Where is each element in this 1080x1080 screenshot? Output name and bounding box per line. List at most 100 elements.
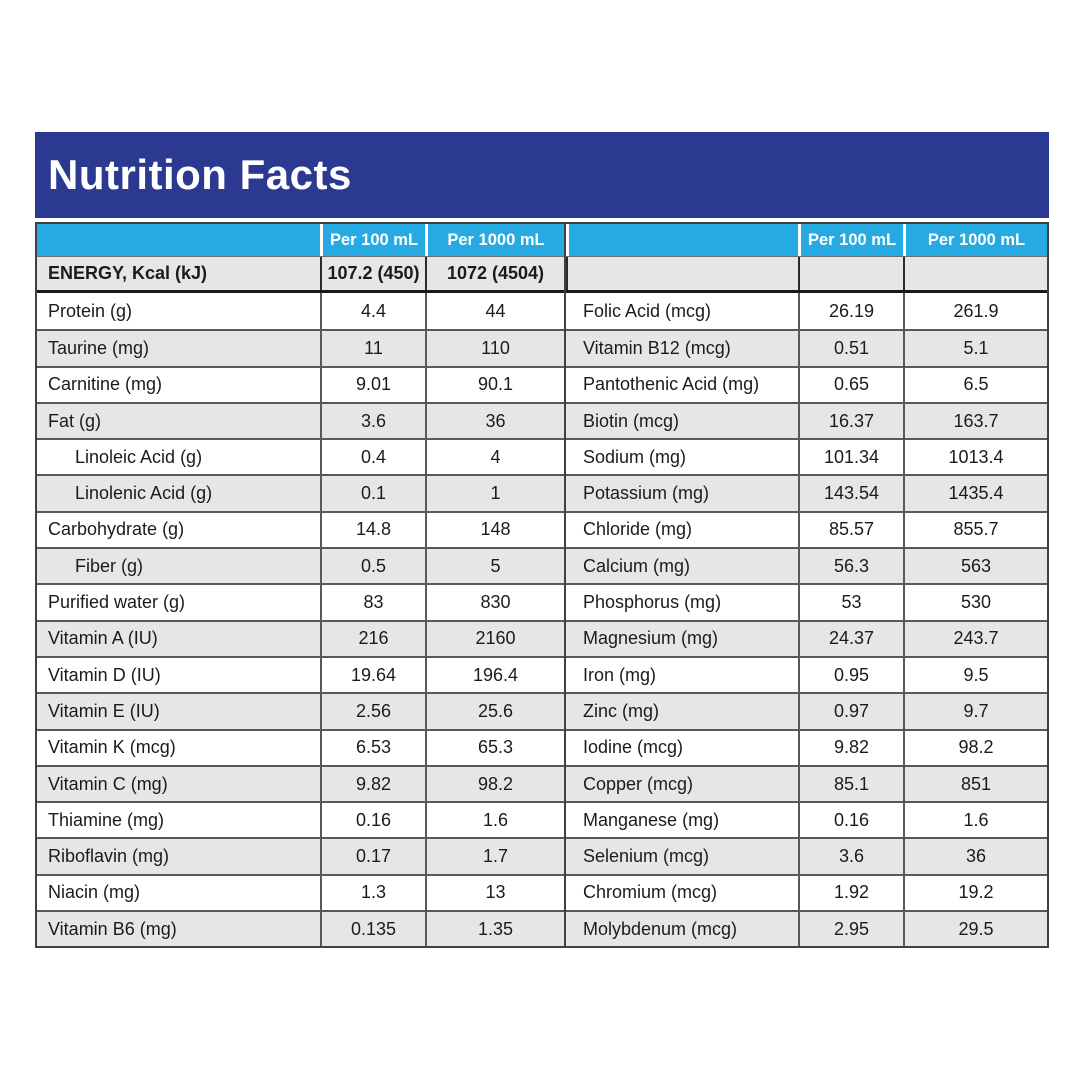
value-per-100ml: 4.4	[320, 293, 425, 330]
nutrient-label: Thiamine (mg)	[48, 809, 165, 830]
table-row: Biotin (mcg) 16.37 163.7	[566, 401, 1047, 439]
value-per-100ml: 0.1	[320, 476, 425, 511]
nutrient-label: Zinc (mg)	[583, 700, 659, 721]
table-row: Folic Acid (mcg) 26.19 261.9	[566, 293, 1047, 330]
value-per-1000ml: 530	[903, 585, 1047, 620]
value-per-1000ml: 4	[425, 440, 564, 475]
table-row: Selenium (mcg) 3.6 36	[566, 837, 1047, 874]
left-table-rows: Protein (g) 4.4 44 Taurine (mg) 11 110 Carniti…	[37, 293, 564, 947]
energy-empty-value-cell	[798, 257, 903, 290]
value-per-1000ml: 5	[425, 549, 564, 584]
col-header-per-100ml: Per 100 mL	[798, 224, 903, 256]
table-row: Chromium (mcg) 1.92 19.2	[566, 873, 1047, 911]
value-per-1000ml: 9.7	[903, 694, 1047, 729]
nutrient-label: Magnesium (mg)	[583, 628, 719, 649]
nutrient-label: Potassium (mg)	[583, 483, 710, 504]
table-row: Manganese (mg) 0.16 1.6	[566, 801, 1047, 838]
nutrient-label: Vitamin K (mcg)	[48, 737, 176, 758]
nutrient-label: Vitamin C (mg)	[48, 773, 168, 794]
value-per-100ml: 85.57	[798, 512, 903, 548]
table-row: Vitamin C (mg) 9.82 98.2	[37, 764, 564, 802]
nutrient-label: Chromium (mcg)	[583, 882, 718, 903]
value-per-1000ml: 36	[425, 403, 564, 439]
left-table: Per 100 mL Per 1000 mL ENERGY, Kcal (kJ)…	[37, 224, 566, 947]
value-per-1000ml: 36	[903, 839, 1047, 874]
value-per-1000ml: 44	[425, 293, 564, 330]
nutrient-label: Selenium (mcg)	[583, 846, 710, 867]
value-per-100ml: 2.95	[798, 912, 903, 947]
value-per-100ml: 0.95	[798, 657, 903, 693]
value-per-1000ml: 65.3	[425, 730, 564, 765]
nutrient-label: Vitamin B12 (mcg)	[583, 337, 731, 358]
value-per-100ml: 56.3	[798, 549, 903, 584]
value-per-1000ml: 5.1	[903, 331, 1047, 366]
table-row: Sodium (mg) 101.34 1013.4	[566, 438, 1047, 475]
energy-empty-value-cell	[903, 257, 1047, 290]
nutrient-label: Taurine (mg)	[48, 337, 150, 358]
table-row: Phosphorus (mg) 53 530	[566, 583, 1047, 620]
right-table: Per 100 mL Per 1000 mL Folic Acid (mcg) 2…	[566, 224, 1047, 947]
nutrition-tables: Per 100 mL Per 1000 mL ENERGY, Kcal (kJ)…	[35, 222, 1049, 949]
nutrient-label: Sodium (mg)	[583, 446, 687, 467]
value-per-100ml: 1.3	[320, 875, 425, 911]
value-per-1000ml: 855.7	[903, 512, 1047, 548]
energy-row-spacer	[566, 256, 1047, 293]
value-per-100ml: 85.1	[798, 766, 903, 802]
table-row: Molybdenum (mcg) 2.95 29.5	[566, 910, 1047, 947]
value-per-100ml: 0.65	[798, 367, 903, 402]
table-row: Fiber (g) 0.5 5	[37, 547, 564, 584]
table-row: Vitamin B6 (mg) 0.135 1.35	[37, 910, 564, 947]
value-per-100ml: 1.92	[798, 875, 903, 911]
value-per-100ml: 0.16	[320, 803, 425, 838]
table-row: Vitamin E (IU) 2.56 25.6	[37, 692, 564, 729]
value-per-100ml: 9.01	[320, 367, 425, 402]
table-row: Vitamin K (mcg) 6.53 65.3	[37, 728, 564, 765]
value-per-1000ml: 196.4	[425, 657, 564, 693]
nutrient-label: Vitamin A (IU)	[48, 628, 158, 649]
table-row: Potassium (mg) 143.54 1435.4	[566, 474, 1047, 511]
table-row: Riboflavin (mg) 0.17 1.7	[37, 837, 564, 874]
table-row: Vitamin A (IU) 216 2160	[37, 619, 564, 656]
value-per-1000ml: 148	[425, 512, 564, 548]
energy-label: ENERGY, Kcal (kJ)	[48, 263, 208, 283]
value-per-1000ml: 1.7	[425, 839, 564, 874]
table-row: Niacin (mg) 1.3 13	[37, 873, 564, 911]
value-per-1000ml: 1013.4	[903, 440, 1047, 475]
nutrient-label: Vitamin D (IU)	[48, 664, 161, 685]
nutrient-label: Fiber (g)	[75, 555, 144, 576]
value-per-100ml: 0.5	[320, 549, 425, 584]
value-per-100ml: 3.6	[320, 403, 425, 439]
value-per-100ml: 0.4	[320, 440, 425, 475]
nutrient-label: Niacin (mg)	[48, 882, 141, 903]
right-table-rows: Folic Acid (mcg) 26.19 261.9 Vitamin B12 (m…	[566, 293, 1047, 947]
value-per-1000ml: 1435.4	[903, 476, 1047, 511]
page-title: Nutrition Facts	[48, 151, 352, 198]
table-row: Chloride (mg) 85.57 855.7	[566, 510, 1047, 548]
table-row: Carbohydrate (g) 14.8 148	[37, 510, 564, 548]
value-per-1000ml: 98.2	[425, 766, 564, 802]
value-per-1000ml: 830	[425, 585, 564, 620]
energy-per-100ml: 107.2 (450)	[320, 257, 425, 290]
energy-row: ENERGY, Kcal (kJ) 107.2 (450) 1072 (4504…	[37, 256, 564, 293]
value-per-1000ml: 110	[425, 331, 564, 366]
value-per-100ml: 9.82	[320, 766, 425, 802]
value-per-1000ml: 19.2	[903, 875, 1047, 911]
value-per-100ml: 3.6	[798, 839, 903, 874]
energy-empty-label-cell	[566, 257, 798, 290]
table-row: Iodine (mcg) 9.82 98.2	[566, 728, 1047, 765]
table-row: Calcium (mg) 56.3 563	[566, 547, 1047, 584]
table-row: Magnesium (mg) 24.37 243.7	[566, 619, 1047, 656]
nutrient-label: Iron (mg)	[583, 664, 657, 685]
value-per-1000ml: 1.6	[903, 803, 1047, 838]
nutrient-label: Folic Acid (mcg)	[583, 300, 712, 321]
value-per-1000ml: 25.6	[425, 694, 564, 729]
nutrient-label: Fat (g)	[48, 410, 102, 431]
table-row: Linoleic Acid (g) 0.4 4	[37, 438, 564, 475]
value-per-1000ml: 243.7	[903, 621, 1047, 656]
value-per-100ml: 83	[320, 585, 425, 620]
table-row: Copper (mcg) 85.1 851	[566, 764, 1047, 802]
table-row: Carnitine (mg) 9.01 90.1	[37, 365, 564, 402]
value-per-100ml: 2.56	[320, 694, 425, 729]
energy-per-1000ml: 1072 (4504)	[425, 257, 564, 290]
nutrient-label: Manganese (mg)	[583, 809, 720, 830]
